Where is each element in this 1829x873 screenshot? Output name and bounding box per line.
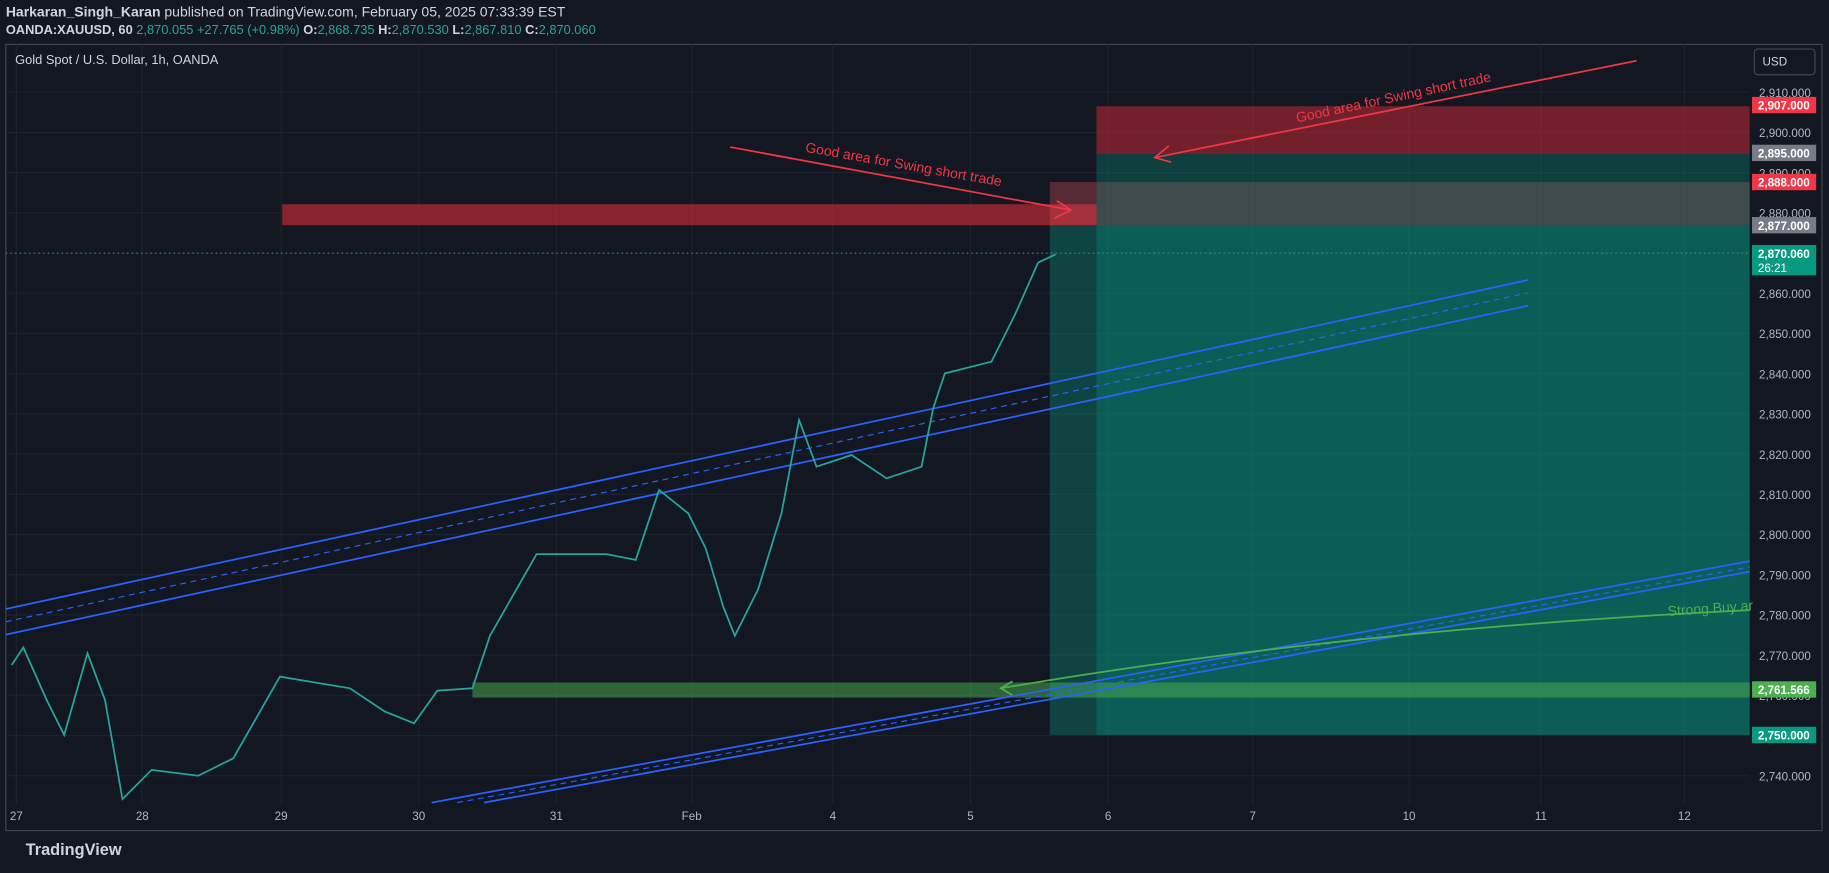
price-sketch <box>10 253 1057 801</box>
time-label: 31 <box>550 810 563 823</box>
price-label: 2,830.000 <box>1759 409 1811 422</box>
price-tag <box>1752 217 1817 234</box>
price-label: 2,800.000 <box>1759 529 1811 542</box>
price-tag <box>1752 726 1817 744</box>
price-label: 2,790.000 <box>1759 569 1811 582</box>
time-label: 6 <box>1105 810 1111 823</box>
countdown: 26:21 <box>1758 262 1787 275</box>
price-label: 2,900.000 <box>1759 127 1811 140</box>
symbol-info: OANDA:XAUUSD, 60 2,870.055 +27.765 (+0.9… <box>6 22 596 37</box>
arrow-head <box>999 680 1013 697</box>
chart-title: Gold Spot / U.S. Dollar, 1h, OANDA <box>15 52 219 67</box>
price-tag-label: 2,895.000 <box>1758 148 1810 161</box>
time-label: 28 <box>136 810 149 823</box>
price-tag <box>1752 144 1817 162</box>
axes: 2,910.0002,900.0002,890.0002,880.0002,87… <box>10 87 1817 823</box>
price-label: 2,820.000 <box>1759 449 1811 462</box>
price-tag <box>1752 245 1817 276</box>
price-label: 2,810.000 <box>1759 489 1811 502</box>
buy-arrow <box>1000 609 1750 690</box>
price-label: 2,910.000 <box>1759 87 1811 100</box>
price-label: 2,850.000 <box>1759 328 1811 341</box>
price-label: 2,740.000 <box>1759 770 1811 783</box>
price-tag-label: 2,750.000 <box>1758 730 1810 743</box>
time-label: 7 <box>1250 810 1256 823</box>
channel-lower <box>431 560 1750 804</box>
time-label: 29 <box>275 810 288 823</box>
price-tag <box>1752 96 1817 114</box>
resistance-zone <box>282 204 1097 226</box>
price-tag-label: 2,907.000 <box>1758 100 1810 113</box>
time-label: 10 <box>1403 810 1416 823</box>
chart-frame <box>5 43 1823 832</box>
price-tag-label: 2,761.566 <box>1758 684 1810 697</box>
price-tag-label: 2,888.000 <box>1758 177 1810 190</box>
publisher: Harkaran_Singh_Karan published on Tradin… <box>6 3 566 19</box>
price-tag-label: 2,870.060 <box>1758 248 1810 261</box>
time-label: 11 <box>1535 810 1547 823</box>
stop-zone <box>1049 182 1750 226</box>
time-label: 30 <box>412 810 425 823</box>
price-tag <box>1752 173 1817 191</box>
price-tag <box>1752 681 1817 698</box>
price-label: 2,860.000 <box>1759 288 1811 301</box>
price-label: 2,770.000 <box>1759 650 1811 663</box>
stop-zone-2 <box>1096 106 1750 155</box>
support-zone <box>472 682 1750 698</box>
price-label: 2,780.000 <box>1759 610 1811 623</box>
annotation: Strong Buy ar <box>1667 597 1754 619</box>
currency[interactable]: USD <box>1763 55 1788 68</box>
price-tag-label: 2,877.000 <box>1758 220 1810 233</box>
short-arrows <box>730 59 1637 219</box>
currency-button[interactable] <box>1753 48 1816 76</box>
target-zone <box>1049 225 1750 735</box>
target-zone-2 <box>1096 154 1750 735</box>
time-label: 4 <box>830 810 837 823</box>
time-label: 27 <box>10 810 23 823</box>
time-label: 12 <box>1678 810 1691 823</box>
time-label: Feb <box>682 810 702 823</box>
logo: TradingView <box>26 841 122 859</box>
time-label: 5 <box>967 810 973 823</box>
channel-upper <box>5 279 1529 636</box>
price-label: 2,840.000 <box>1759 368 1811 381</box>
